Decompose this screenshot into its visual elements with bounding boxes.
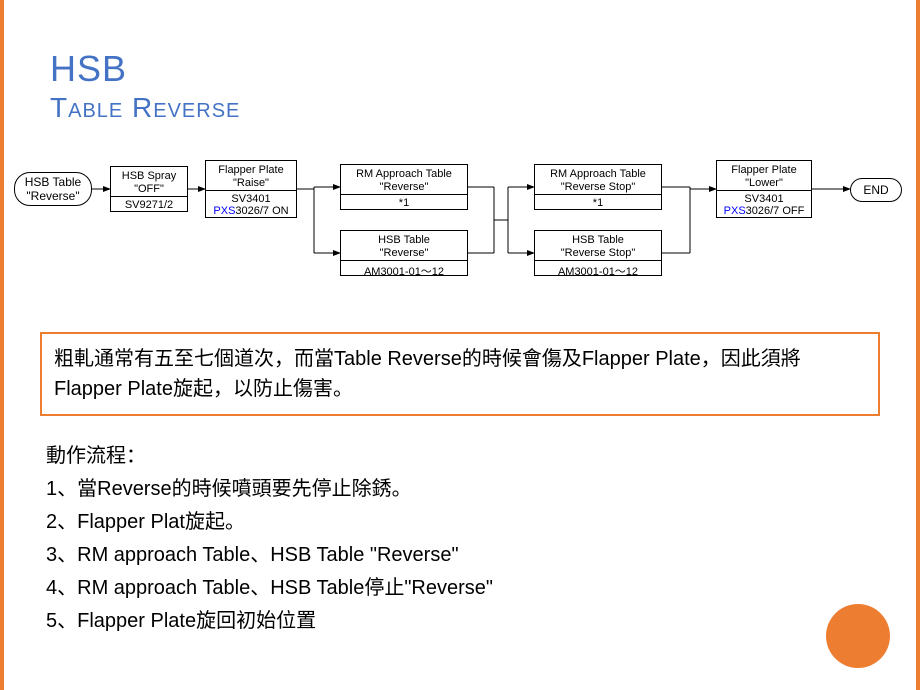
node-bottom: *1 (341, 194, 467, 212)
step-5: 5、Flapper Plate旋回初始位置 (46, 605, 846, 638)
step-4: 4、RM approach Table、HSB Table停止"Reverse" (46, 572, 846, 605)
flow-node-hsb-spray: HSB Spray "OFF" SV9271/2 (110, 166, 188, 212)
flow-end: END (850, 178, 902, 202)
flow-start-label: HSB Table "Reverse" (25, 175, 81, 204)
pxs-code: PXS (213, 205, 235, 217)
node-bottom: *1 (535, 194, 661, 212)
node-top: RM Approach Table "Reverse" (341, 165, 467, 194)
flowchart: HSB Table "Reverse" HSB Spray "OFF" SV92… (0, 160, 920, 320)
node-top: HSB Spray "OFF" (111, 167, 187, 196)
node-top: HSB Table "Reverse Stop" (535, 231, 661, 260)
node-top: Flapper Plate "Lower" (717, 161, 811, 190)
flow-node-rm-reverse: RM Approach Table "Reverse" *1 (340, 164, 468, 210)
note-box: 粗軋通常有五至七個道次，而當Table Reverse的時候會傷及Flapper… (40, 332, 880, 416)
node-top: Flapper Plate "Raise" (206, 161, 296, 190)
flow-node-rm-reverse-stop: RM Approach Table "Reverse Stop" *1 (534, 164, 662, 210)
title-line2: Table Reverse (50, 92, 240, 124)
node-top: HSB Table "Reverse" (341, 231, 467, 260)
flow-end-label: END (863, 183, 888, 197)
slide-border-right (916, 0, 920, 690)
node-bottom: SV9271/2 (111, 196, 187, 214)
node-bottom: AM3001-01～12 (341, 260, 467, 282)
node-top: RM Approach Table "Reverse Stop" (535, 165, 661, 194)
note-text: 粗軋通常有五至七個道次，而當Table Reverse的時候會傷及Flapper… (54, 348, 801, 400)
flow-node-flapper-raise: Flapper Plate "Raise" SV3401 PXS3026/7 O… (205, 160, 297, 218)
flow-start: HSB Table "Reverse" (14, 172, 92, 206)
steps-block: 動作流程： 1、當Reverse的時候噴頭要先停止除銹。 2、Flapper P… (46, 440, 846, 638)
flow-node-flapper-lower: Flapper Plate "Lower" SV3401 PXS3026/7 O… (716, 160, 812, 218)
slide-title: HSB Table Reverse (50, 48, 240, 124)
pxs-code: PXS (724, 205, 746, 217)
accent-circle-icon (826, 604, 890, 668)
step-2: 2、Flapper Plat旋起。 (46, 506, 846, 539)
flow-node-hsb-reverse-stop: HSB Table "Reverse Stop" AM3001-01～12 (534, 230, 662, 276)
flow-node-hsb-reverse: HSB Table "Reverse" AM3001-01～12 (340, 230, 468, 276)
step-1: 1、當Reverse的時候噴頭要先停止除銹。 (46, 473, 846, 506)
node-bottom: SV3401 PXS3026/7 OFF (717, 190, 811, 220)
step-3: 3、RM approach Table、HSB Table "Reverse" (46, 539, 846, 572)
steps-heading: 動作流程： (46, 440, 846, 473)
node-bottom: AM3001-01～12 (535, 260, 661, 282)
title-line1: HSB (50, 48, 240, 90)
node-bottom: SV3401 PXS3026/7 ON (206, 190, 296, 220)
slide-border-left (0, 0, 4, 690)
